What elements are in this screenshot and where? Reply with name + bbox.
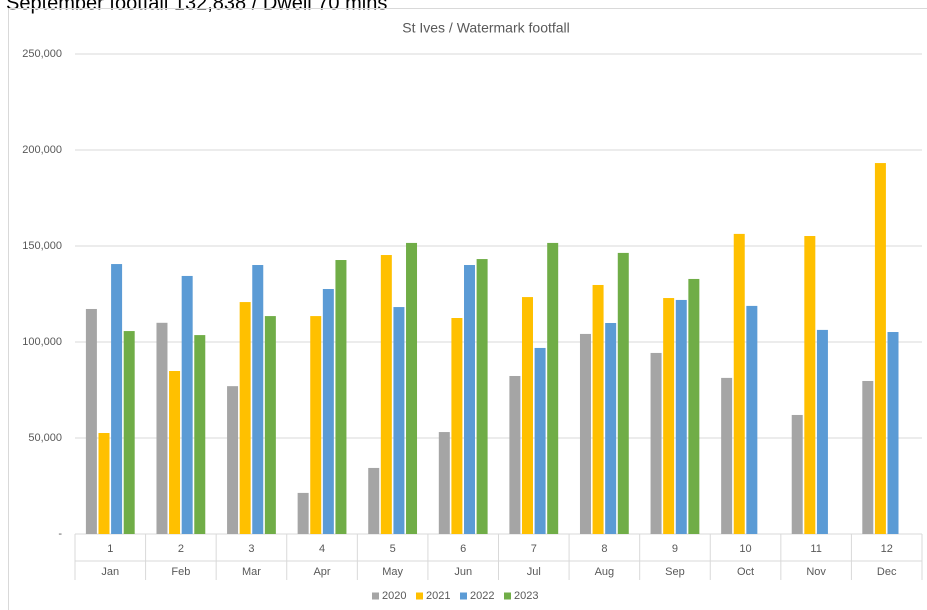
bar — [617, 252, 629, 535]
x-tick-label: Sep — [665, 566, 685, 578]
y-tick-label: 50,000 — [28, 432, 62, 444]
bar — [791, 414, 803, 534]
bar — [181, 275, 193, 534]
bar — [746, 305, 758, 534]
bar — [123, 331, 135, 534]
bar — [663, 298, 675, 534]
y-tick-label: 100,000 — [22, 336, 62, 348]
x-tick-label: Jan — [101, 566, 119, 578]
bar — [368, 467, 380, 534]
x-tick-number: 3 — [248, 543, 254, 555]
bar — [393, 307, 405, 534]
x-tick-number: 12 — [881, 543, 893, 555]
bar — [605, 322, 617, 534]
x-tick-label: Jun — [454, 566, 472, 578]
bar — [310, 316, 322, 534]
bar — [862, 380, 874, 534]
bar — [111, 264, 123, 534]
bar — [650, 352, 662, 534]
x-tick-label: Feb — [171, 566, 190, 578]
x-tick-number: 5 — [390, 543, 396, 555]
bar — [675, 299, 687, 534]
bar — [264, 316, 276, 534]
y-tick-label: 200,000 — [22, 144, 62, 156]
bar — [887, 332, 899, 534]
legend-swatch — [372, 592, 379, 600]
bar — [816, 329, 828, 534]
legend-label: 2020 — [382, 590, 406, 602]
y-tick-label: - — [58, 528, 62, 540]
x-tick-label: May — [382, 566, 403, 578]
legend-label: 2022 — [470, 590, 494, 602]
bar — [592, 284, 604, 534]
bar — [169, 370, 181, 534]
x-tick-number: 1 — [107, 543, 113, 555]
bar — [547, 242, 559, 535]
bar — [297, 492, 309, 534]
x-tick-label: Oct — [737, 566, 754, 578]
bar — [252, 265, 264, 534]
bar — [688, 278, 700, 534]
x-tick-number: 4 — [319, 543, 325, 555]
bar — [579, 333, 591, 534]
x-tick-label: Apr — [313, 566, 330, 578]
bar — [874, 163, 886, 534]
x-tick-number: 11 — [810, 543, 821, 555]
bar — [721, 377, 733, 534]
bar — [194, 335, 206, 534]
bar — [335, 260, 347, 534]
bar — [380, 255, 392, 535]
y-tick-label: 150,000 — [22, 240, 62, 252]
bar — [534, 347, 546, 534]
bar — [438, 432, 450, 534]
bar — [804, 236, 816, 535]
bar — [464, 265, 476, 534]
bar — [227, 386, 239, 534]
legend-label: 2021 — [426, 590, 450, 602]
x-tick-number: 8 — [601, 543, 607, 555]
x-tick-label: Jul — [527, 566, 541, 578]
bar — [451, 318, 463, 534]
bar — [239, 302, 251, 534]
x-tick-number: 6 — [460, 543, 466, 555]
legend-swatch — [504, 592, 511, 600]
x-tick-label: Aug — [595, 566, 615, 578]
chart-border — [8, 8, 927, 610]
bar — [322, 289, 334, 534]
x-tick-number: 9 — [672, 543, 678, 555]
x-tick-number: 7 — [531, 543, 537, 555]
legend-swatch — [416, 592, 423, 600]
x-tick-label: Mar — [242, 566, 261, 578]
x-tick-label: Nov — [806, 566, 826, 578]
bar — [85, 308, 97, 534]
x-tick-number: 10 — [739, 543, 751, 555]
bar — [98, 433, 110, 534]
y-tick-label: 250,000 — [22, 48, 62, 60]
legend-swatch — [460, 592, 467, 600]
x-tick-label: Dec — [877, 566, 897, 578]
legend-label: 2023 — [514, 590, 538, 602]
chart-title: St Ives / Watermark footfall — [402, 20, 570, 36]
bar — [733, 233, 745, 535]
x-tick-number: 2 — [178, 543, 184, 555]
bar — [156, 322, 168, 534]
bar — [521, 297, 533, 534]
bar — [406, 242, 418, 535]
header-text: September footfall 132,838 / Dwell 70 mi… — [6, 0, 387, 14]
bar — [509, 375, 521, 534]
bar — [476, 259, 488, 534]
